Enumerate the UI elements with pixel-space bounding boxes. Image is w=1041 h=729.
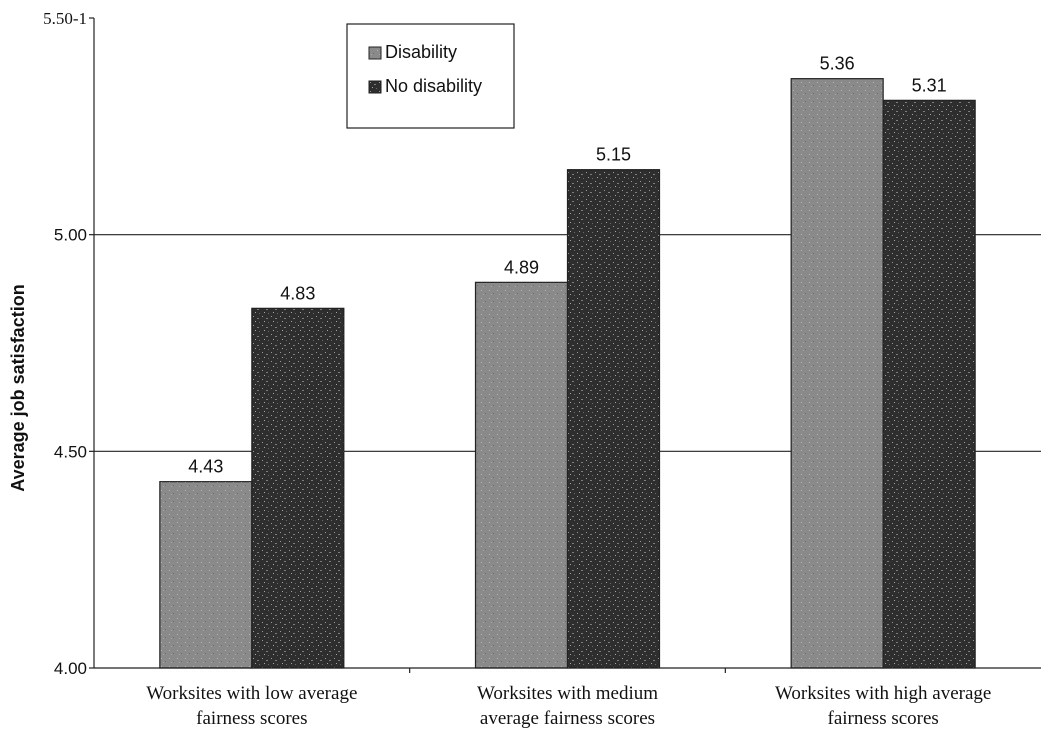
bar-no-disability [251,307,345,669]
bar-disability [159,481,253,669]
data-label: 5.36 [820,54,855,74]
data-label: 5.31 [912,75,947,95]
bar-disability [474,281,569,669]
y-tick-label: 5.00 [54,226,87,245]
category-label: Worksites with low average [146,683,357,704]
y-tick-label: 5.50-1 [43,9,87,28]
category-label: Worksites with medium [477,683,658,704]
category-label: fairness scores [196,708,307,729]
legend-swatch-no-disability [368,80,382,94]
data-label: 4.43 [188,457,223,477]
bar-no-disability [566,169,661,669]
category-label: fairness scores [828,708,939,729]
data-label: 4.83 [280,283,315,303]
data-label: 5.15 [596,145,631,165]
legend-swatch-disability [368,46,382,60]
category-label: average fairness scores [480,708,655,729]
legend: Disability No disability [346,23,515,129]
category-label: Worksites with high average [775,683,991,704]
y-tick-label: 4.00 [54,659,87,678]
legend-box [346,23,515,129]
bar-no-disability [882,99,976,669]
y-tick-label: 4.50 [54,442,87,461]
data-label: 4.89 [504,257,539,277]
legend-label: Disability [385,42,457,62]
y-axis-label: Average job satisfaction [8,284,28,491]
bar-disability [790,78,884,669]
legend-label: No disability [385,76,482,96]
